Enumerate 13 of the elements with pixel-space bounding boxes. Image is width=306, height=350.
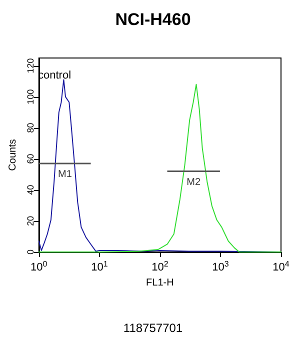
annotation: M2 [186,176,201,188]
x-axis-title: FL1-H [146,277,174,288]
y-tick-label: 80 [25,122,36,133]
y-axis-title: Counts [8,139,18,171]
y-tick-label: 0 [25,249,36,255]
y-tick-label: 120 [25,58,36,74]
y-tick-label: 40 [25,184,36,195]
y-tick-label: 60 [25,154,36,164]
annotation: M1 [58,169,72,180]
y-tick-label: 20 [25,216,36,226]
text: 118757701 [123,321,183,335]
y-tick-label: 100 [25,89,36,104]
chart-title: NCI-H460 [115,10,191,29]
